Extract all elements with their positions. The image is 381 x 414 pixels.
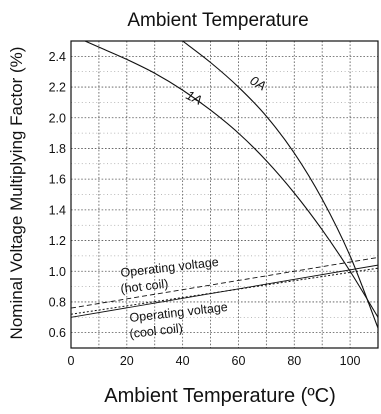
x-tick-label: 20	[120, 354, 134, 368]
series-line-2	[71, 256, 378, 309]
y-tick-label: 1.6	[49, 173, 66, 187]
chart-title: Ambient Temperature	[127, 10, 308, 31]
y-tick-label: 2.2	[49, 81, 66, 95]
y-tick-label: 2.0	[49, 111, 66, 125]
y-tick-label: 1.4	[49, 203, 66, 217]
y-tick-label: 1.2	[49, 234, 66, 248]
y-axis-label: Nominal Voltage Multiplying Factor (%)	[7, 47, 26, 340]
series-line-0	[182, 41, 378, 329]
annotations: Operating voltage(hot coil)Operating vol…	[120, 73, 269, 341]
y-tick-label: 1.0	[49, 265, 66, 279]
y-tick-label: 0.8	[49, 295, 66, 309]
series-line-4	[71, 264, 378, 318]
series	[71, 41, 378, 329]
annotation-hot1: Operating voltage	[120, 255, 220, 280]
x-tick-label: 100	[340, 354, 361, 368]
plot-frame	[70, 40, 379, 349]
annotation-c0: 0A	[248, 73, 269, 94]
y-tick-label: 1.8	[49, 142, 66, 156]
x-axis-label: Ambient Temperature (ºC)	[104, 385, 335, 407]
x-tick-label: 0	[68, 354, 75, 368]
x-tick-label: 60	[232, 354, 246, 368]
series-line-1	[84, 41, 378, 318]
y-tick-labels: 0.6 0.8 1.0 1.2 1.4 1.6 1.8 2.0 2.2 2.4	[49, 50, 66, 340]
x-tick-labels: 0 20 40 60 80 100	[68, 354, 361, 368]
x-tick-label: 80	[287, 354, 301, 368]
annotation-hot2: (hot coil)	[120, 277, 169, 296]
annotation-cool2: (cool coil)	[129, 321, 184, 341]
annotation-c1: 1A	[184, 87, 205, 108]
grid	[71, 41, 378, 349]
x-tick-label: 40	[176, 354, 190, 368]
y-tick-label: 0.6	[49, 326, 66, 340]
y-tick-label: 2.4	[49, 50, 66, 64]
